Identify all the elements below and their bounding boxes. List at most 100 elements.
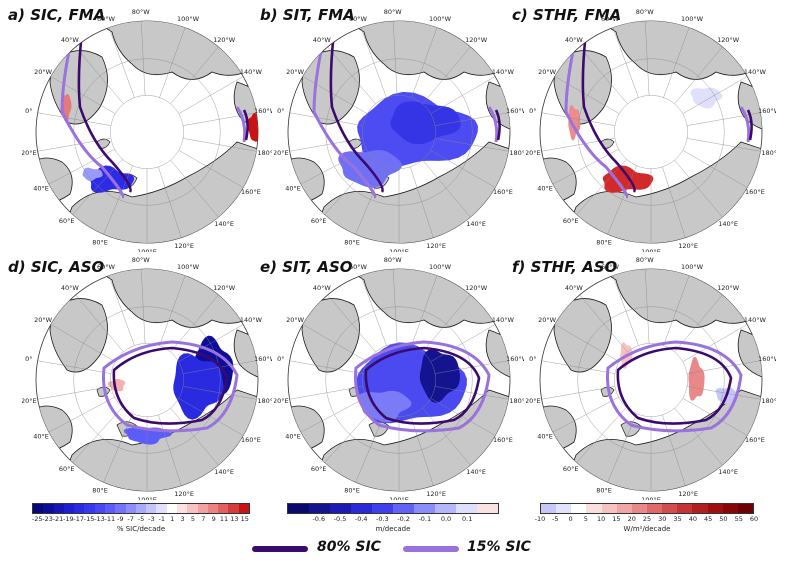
colorbar-tick-label: 7 (201, 515, 206, 523)
longitude-label: 20°W (34, 68, 53, 76)
longitude-label: 160°W (506, 355, 524, 363)
meridian-line (411, 27, 438, 98)
longitude-label: 40°E (33, 184, 49, 192)
colorbar-swatch (309, 504, 330, 513)
colorbar-swatch (115, 504, 126, 513)
meridian-line (324, 159, 375, 215)
colorbar-swatch (84, 504, 95, 513)
contour-15-sic (605, 340, 743, 433)
longitude-label: 100°E (137, 248, 157, 252)
longitude-label: 80°E (344, 486, 360, 494)
meridian-line (289, 360, 363, 374)
legend-line-80-sic (252, 546, 308, 552)
longitude-label: 100°W (177, 15, 200, 23)
contour-80-sic (616, 346, 733, 425)
land-alaska (485, 329, 510, 381)
colorbar-swatch (330, 504, 351, 513)
longitude-label: 20°W (286, 316, 305, 324)
colorbar-swatch (722, 504, 738, 513)
panel-title: b) SIT, FMA (260, 6, 355, 24)
meridian-line (687, 138, 761, 152)
land-scandinavia (288, 157, 325, 204)
longitude-label: 180° (257, 397, 272, 405)
longitude-label: 20°W (34, 316, 53, 324)
meridian-line (75, 46, 124, 105)
longitude-label: 120°W (717, 36, 740, 44)
meridian-line (159, 27, 186, 98)
colorbar-tick-label: 0 (568, 515, 573, 523)
colorbar-swatch (74, 504, 85, 513)
colorbar-tick-label: 0.1 (462, 515, 473, 523)
meridian-line (300, 149, 367, 185)
meridian-line (50, 76, 116, 114)
meridian-line (140, 269, 146, 344)
colorbar-tick-label: -0.2 (397, 515, 410, 523)
meridian-line (435, 112, 509, 126)
colorbar-tick-label: -19 (63, 515, 74, 523)
colorbar-tick-label: -0.1 (418, 515, 432, 523)
longitude-label: 100°W (429, 263, 452, 271)
meridian-line (289, 386, 363, 400)
meridian-line (302, 76, 368, 114)
colorbar-swatch (238, 504, 249, 513)
meridian-line (324, 407, 375, 463)
contour-80-sic (112, 346, 229, 425)
anomaly-sit-core (419, 349, 460, 403)
colorbar-tick-label: -0.3 (376, 515, 389, 523)
longitude-label: 60°W (601, 263, 620, 271)
contour-15-sic (564, 36, 751, 199)
longitude-label: 80°E (344, 238, 360, 246)
panel-a: a) SIC, FMA 80°W 100°W 120°W 140°W 160°W 180°… (8, 2, 272, 252)
map-layer (540, 269, 762, 491)
meridian-line (644, 269, 650, 344)
meridian-line (140, 21, 146, 96)
longitude-label: 0° (529, 355, 536, 363)
contour-15-sic (60, 36, 247, 199)
longitude-label: 160°W (254, 107, 272, 115)
longitude-label: 20°W (286, 68, 305, 76)
polar-map-sic-fma: 80°W 100°W 120°W 140°W 160°W 180° 160°E 140°E 12… (22, 8, 272, 252)
meridian-line (554, 324, 620, 362)
panel-e: e) SIT, ASO 80°W 100°W 120°W 140°W 160°W 180°… (260, 250, 524, 500)
contour-80-sic (364, 346, 481, 425)
longitude-label: 60°E (59, 465, 75, 473)
colorbar-swatch (207, 504, 219, 513)
meridian-line (662, 166, 686, 238)
colorbar-tick-label: -3 (148, 515, 155, 523)
longitude-label: 80°W (132, 256, 151, 264)
longitude-label: 60°E (59, 217, 75, 225)
longitude-label: 120°W (717, 284, 740, 292)
longitude-label: 180° (761, 149, 776, 157)
meridian-line (159, 275, 186, 346)
meridian-line (108, 275, 135, 346)
colorbar-tick-label: -0.5 (333, 515, 347, 523)
land-scandinavia (540, 157, 577, 204)
colorbar-swatch (616, 504, 632, 513)
colorbar-swatch (586, 504, 602, 513)
meridian-line (289, 138, 363, 152)
colorbar-unit: m/decade (375, 525, 411, 533)
longitude-label: 160°E (241, 436, 261, 444)
longitude-label: 160°W (506, 107, 524, 115)
contour-15-sic (353, 340, 491, 433)
land-greenland (553, 298, 612, 373)
legend-label-15-sic: 15% SIC (467, 539, 531, 555)
longitude-label: 60°W (601, 15, 620, 23)
colorbar-tick-label: 0.0 (440, 515, 452, 523)
colorbar-tick-label: 11 (219, 515, 229, 523)
meridian-line (360, 27, 387, 98)
polar-map-sit-fma: 80°W 100°W 120°W 140°W 160°W 180° 160°E 140°E 12… (274, 8, 524, 252)
land-alaska (737, 329, 762, 381)
meridian-line (541, 386, 615, 400)
land-scandinavia (540, 405, 577, 452)
longitude-label: 60°W (349, 263, 368, 271)
longitude-label: 0° (277, 107, 284, 115)
longitude-label: 40°W (565, 36, 584, 44)
meridian-line (37, 112, 111, 126)
meridian-line (183, 386, 257, 400)
colorbar-tick-label: 55 (734, 515, 743, 523)
colorbar-swatch (737, 504, 753, 513)
anomaly-sic-kara (82, 167, 103, 181)
longitude-label: 80°W (636, 256, 655, 264)
colorbar-tick-label: 45 (704, 515, 713, 523)
